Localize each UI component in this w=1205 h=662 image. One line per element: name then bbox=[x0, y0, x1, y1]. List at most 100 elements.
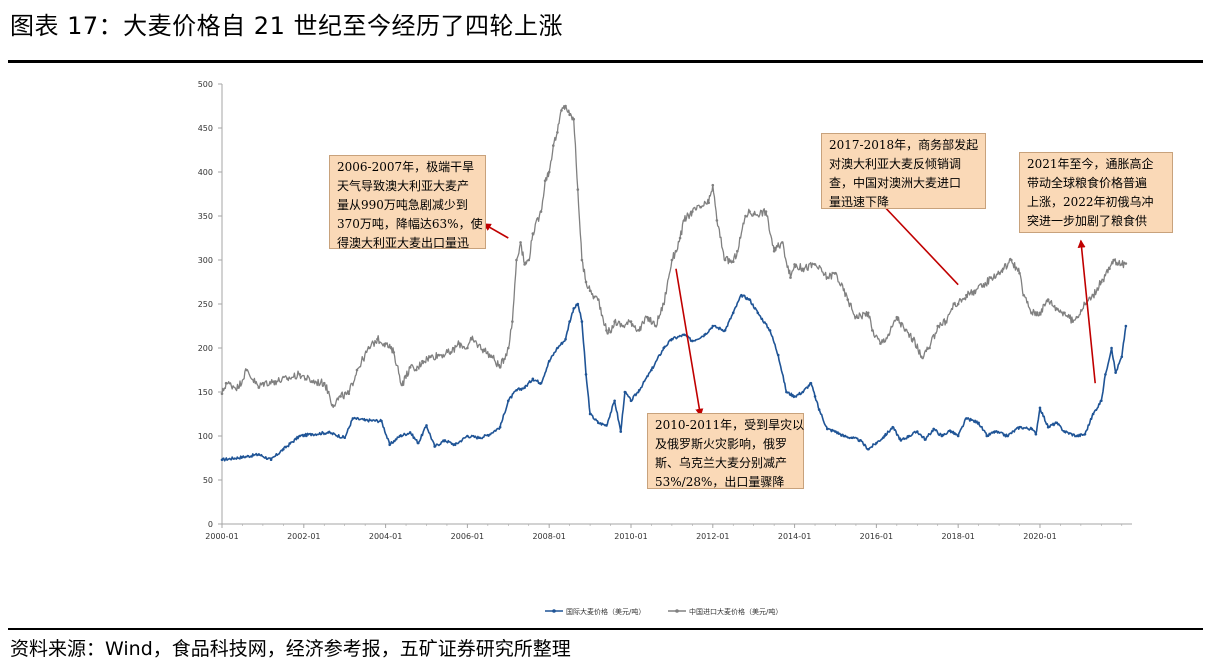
data-point bbox=[551, 144, 555, 147]
data-point bbox=[891, 425, 895, 429]
data-point bbox=[298, 434, 302, 438]
x-tick-label: 2016-01 bbox=[860, 532, 893, 541]
data-point bbox=[907, 434, 911, 438]
data-point bbox=[519, 241, 522, 244]
data-point bbox=[952, 302, 956, 306]
data-point bbox=[531, 232, 535, 235]
data-point bbox=[899, 439, 903, 442]
y-tick-label: 250 bbox=[198, 300, 213, 309]
data-point bbox=[347, 392, 351, 396]
data-point bbox=[310, 432, 314, 436]
data-point bbox=[993, 430, 997, 433]
data-point bbox=[768, 329, 772, 332]
data-point bbox=[1010, 258, 1013, 262]
data-point bbox=[355, 368, 359, 372]
data-point bbox=[928, 346, 931, 350]
data-point bbox=[588, 289, 592, 293]
annotation-line: 对澳大利亚大麦反倾销调 bbox=[829, 157, 962, 171]
data-point bbox=[556, 346, 559, 350]
data-point bbox=[1046, 425, 1050, 429]
series-line-intl bbox=[221, 294, 1127, 462]
data-point bbox=[920, 355, 923, 359]
data-point bbox=[282, 447, 285, 451]
data-point bbox=[981, 285, 985, 288]
annotation-line: 2017-2018年，商务部发起 bbox=[829, 138, 979, 152]
data-point bbox=[367, 346, 371, 350]
data-point bbox=[711, 324, 715, 328]
data-point bbox=[596, 298, 600, 301]
data-point bbox=[1114, 371, 1117, 374]
legend-marker-intl bbox=[552, 609, 556, 613]
data-point bbox=[273, 380, 277, 383]
data-point bbox=[629, 399, 633, 403]
data-point bbox=[588, 412, 592, 416]
data-point bbox=[699, 205, 702, 209]
data-point bbox=[1124, 324, 1128, 328]
y-tick-label: 400 bbox=[198, 168, 213, 177]
data-point bbox=[1038, 311, 1042, 315]
data-point bbox=[363, 418, 367, 422]
data-point bbox=[1091, 293, 1095, 297]
annotation-line: 斯、乌克兰大麦分别减产 bbox=[655, 456, 788, 470]
data-point bbox=[662, 302, 666, 306]
data-point bbox=[506, 399, 510, 403]
data-point bbox=[531, 377, 535, 381]
data-point bbox=[429, 355, 432, 359]
data-point bbox=[286, 377, 289, 381]
data-point bbox=[543, 179, 547, 183]
data-point bbox=[674, 249, 678, 253]
x-tick-label: 2012-01 bbox=[696, 532, 729, 541]
data-point bbox=[1100, 399, 1103, 403]
data-point bbox=[1055, 421, 1058, 425]
data-point bbox=[1018, 425, 1021, 429]
data-point bbox=[1001, 267, 1005, 271]
annotation-arrow bbox=[482, 223, 509, 239]
x-tick-label: 2000-01 bbox=[205, 532, 238, 541]
data-point bbox=[470, 337, 473, 341]
annotation-2017-2018: 2017-2018年，商务部发起 对澳大利亚大麦反倾销调 查，中国对澳洲大麦进口 量迅… bbox=[821, 133, 986, 209]
data-point bbox=[842, 434, 845, 438]
data-point bbox=[813, 395, 817, 398]
data-point bbox=[789, 276, 792, 279]
annotation-line: 查，中国对澳洲大麦进口 bbox=[829, 176, 962, 190]
data-point bbox=[261, 381, 265, 385]
data-point bbox=[1083, 432, 1087, 436]
data-point bbox=[875, 441, 878, 445]
data-point bbox=[977, 421, 980, 425]
data-point bbox=[944, 320, 948, 323]
data-point bbox=[580, 258, 584, 262]
data-point bbox=[1124, 262, 1128, 265]
data-point bbox=[646, 315, 649, 319]
data-point bbox=[772, 249, 776, 253]
x-tick-label: 2018-01 bbox=[941, 532, 974, 541]
data-point bbox=[1091, 412, 1095, 416]
data-point bbox=[388, 443, 391, 447]
data-point bbox=[1083, 302, 1087, 306]
data-point bbox=[956, 302, 960, 306]
data-point bbox=[1116, 263, 1119, 266]
data-point bbox=[915, 430, 919, 433]
data-point bbox=[490, 355, 494, 359]
data-point bbox=[870, 329, 874, 332]
data-point bbox=[948, 429, 952, 433]
data-point bbox=[547, 170, 551, 174]
data-point bbox=[1030, 311, 1034, 315]
data-point bbox=[547, 359, 551, 363]
data-point bbox=[965, 417, 968, 420]
annotation-line: 得澳大利亚大麦出口量迅 bbox=[337, 236, 470, 250]
annotation-2021: 2021年至今，通胀高企 带动全球粮食价格普遍 上涨，2022年初俄乌冲 突进一步加剧… bbox=[1019, 152, 1173, 233]
data-point bbox=[449, 351, 453, 354]
data-point bbox=[879, 342, 882, 345]
data-point bbox=[1063, 430, 1066, 433]
x-tick-label: 2002-01 bbox=[287, 532, 320, 541]
annotation-line: 53%/28%，出口量骤降 bbox=[655, 475, 785, 489]
data-point bbox=[237, 386, 240, 389]
data-point bbox=[748, 210, 751, 213]
bottom-divider bbox=[8, 628, 1203, 630]
y-tick-label: 350 bbox=[198, 212, 213, 221]
data-point bbox=[421, 359, 424, 363]
data-point bbox=[478, 436, 481, 440]
legend: 国际大麦价格（美元/吨） 中国进口大麦价格（美元/吨） bbox=[545, 607, 782, 616]
y-tick-label: 200 bbox=[198, 344, 213, 353]
data-point bbox=[1055, 307, 1058, 310]
